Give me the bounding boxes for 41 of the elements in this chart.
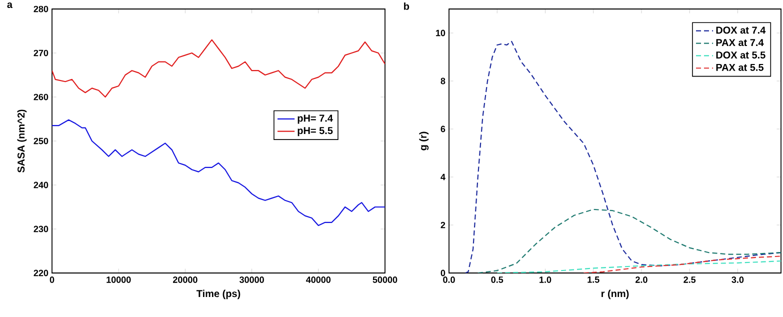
y-tick-label: 250 <box>34 138 48 144</box>
line-series <box>477 208 782 273</box>
legend-label: pH= 5.5 <box>298 127 333 136</box>
line-series <box>496 260 782 273</box>
y-tick-label: 220 <box>34 270 48 276</box>
x-tick-label: 2.0 <box>636 276 648 283</box>
line-series <box>52 39 385 98</box>
x-tick-label: 20000 <box>173 276 198 283</box>
chart-title: b <box>404 2 410 10</box>
x-tick-label: 30000 <box>239 276 264 283</box>
x-tick-label: 0.5 <box>491 276 504 283</box>
y-tick-label: 260 <box>34 94 48 100</box>
y-tick-label: 6 <box>440 126 446 132</box>
y-tick-label: 240 <box>34 182 48 188</box>
y-tick-label: 280 <box>34 6 48 12</box>
x-axis-title: r (nm) <box>602 290 629 300</box>
y-tick-label: 8 <box>440 78 446 84</box>
y-tick-label: 270 <box>34 50 48 56</box>
x-tick-label: 40000 <box>306 276 331 283</box>
x-tick-label: 2.5 <box>684 276 696 283</box>
y-tick-label: 10 <box>436 30 446 36</box>
x-tick-label: 3.0 <box>732 276 744 283</box>
y-tick-label: 230 <box>34 226 48 232</box>
y-tick-label: 2 <box>440 222 446 228</box>
chart-title: a <box>7 2 13 8</box>
x-tick-label: 0.0 <box>443 276 455 283</box>
legend-label: DOX at 7.4 <box>716 26 766 34</box>
x-tick-label: 50000 <box>372 276 398 283</box>
y-tick-label: 0 <box>440 270 446 276</box>
y-axis-title: g (r) <box>419 132 429 150</box>
y-tick-label: 4 <box>440 174 446 180</box>
legend-label: PAX at 5.5 <box>716 64 764 71</box>
x-tick-label: 1.5 <box>588 276 600 283</box>
y-axis-title: SASA (nm^2) <box>17 110 27 173</box>
x-axis-title: Time (ps) <box>196 290 240 300</box>
x-tick-label: 10000 <box>106 276 131 283</box>
legend-label: DOX at 5.5 <box>716 51 766 59</box>
x-tick-label: 1.0 <box>540 276 552 283</box>
legend-label: PAX at 7.4 <box>716 39 764 46</box>
x-tick-label: 0 <box>50 276 54 283</box>
legend-label: pH= 7.4 <box>298 114 333 124</box>
